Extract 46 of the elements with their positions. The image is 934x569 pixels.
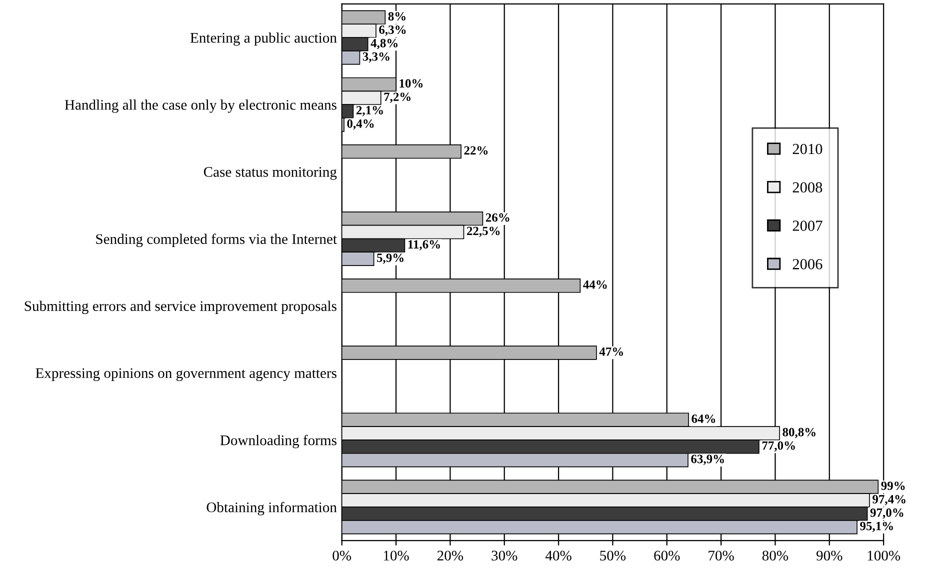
- x-tick-label: 30%: [492, 550, 518, 561]
- legend-label: 2010: [792, 144, 822, 154]
- x-tick-label: 50%: [600, 550, 626, 561]
- y-tick-label: Sending completed forms via the Internet: [96, 234, 337, 248]
- y-tick-label: Submitting errors and service improvement proposals: [24, 300, 336, 314]
- y-tick-label: Handling all the case only by electronic means: [64, 100, 336, 113]
- legend-label: 2008: [792, 182, 822, 193]
- data-label: 77,0%: [762, 441, 795, 452]
- data-label: 2,1%: [356, 106, 383, 116]
- data-label: 64%: [692, 414, 716, 423]
- y-tick-label: Case status monitoring: [204, 167, 337, 180]
- data-label: 22,5%: [466, 226, 500, 237]
- data-label: 44%: [583, 280, 607, 289]
- data-label: 99%: [881, 482, 905, 490]
- y-tick-label: Entering a public auction: [190, 32, 337, 46]
- x-tick-label: 80%: [762, 550, 788, 561]
- data-label: 47%: [599, 347, 623, 356]
- data-label: 10%: [400, 79, 423, 88]
- x-tick-label: 20%: [437, 550, 464, 561]
- data-label: 80,8%: [782, 428, 816, 438]
- data-label: 6,3%: [379, 26, 406, 36]
- x-tick-label: 40%: [545, 550, 572, 561]
- y-tick-label: Downloading forms: [220, 434, 336, 448]
- x-tick-label: 100%: [868, 550, 900, 561]
- legend-label: 2006: [792, 259, 822, 270]
- x-tick-label: 60%: [654, 550, 680, 561]
- y-tick-label: Expressing opinions on government agency matters: [36, 368, 336, 382]
- data-label: 97,4%: [872, 495, 906, 506]
- x-tick-label: 70%: [708, 550, 734, 561]
- data-label: 22%: [464, 146, 488, 155]
- data-label: 3,3%: [362, 52, 390, 63]
- data-label: 0,4%: [347, 119, 374, 130]
- x-tick-label: 10%: [384, 550, 409, 561]
- data-label: 97,0%: [870, 508, 904, 519]
- data-label: 5,9%: [377, 254, 404, 264]
- x-tick-label: 90%: [816, 550, 842, 561]
- data-label: 7,2%: [384, 92, 411, 103]
- data-label: 26%: [486, 213, 510, 222]
- data-label: 95,1%: [860, 522, 893, 532]
- data-label: 63,9%: [691, 454, 724, 466]
- y-tick-label: Obtaining information: [206, 502, 337, 516]
- legend-label: 2007: [792, 220, 822, 231]
- x-tick-label: 0%: [332, 550, 352, 561]
- data-label: 8%: [388, 12, 406, 21]
- data-label: 11,6%: [408, 240, 440, 250]
- data-label: 4,8%: [370, 38, 398, 50]
